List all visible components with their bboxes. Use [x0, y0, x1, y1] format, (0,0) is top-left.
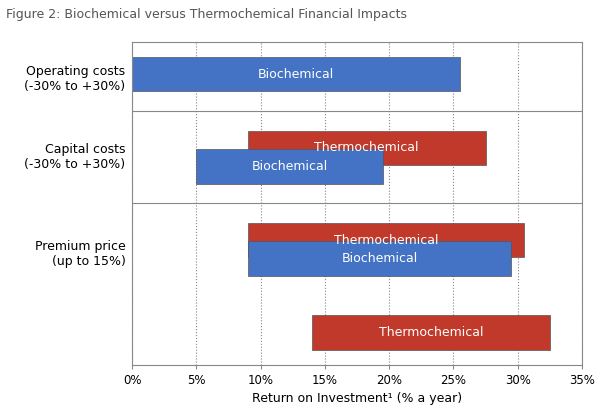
Text: Thermochemical: Thermochemical	[314, 141, 419, 155]
Text: Figure 2: Biochemical versus Thermochemical Financial Impacts: Figure 2: Biochemical versus Thermochemi…	[6, 8, 407, 21]
Bar	[248, 223, 524, 257]
Text: Biochemical: Biochemical	[258, 67, 334, 81]
X-axis label: Return on Investment¹ (% a year): Return on Investment¹ (% a year)	[252, 392, 462, 405]
Text: Operating costs
(-30% to +30%): Operating costs (-30% to +30%)	[25, 65, 125, 93]
Text: Premium price
(up to 15%): Premium price (up to 15%)	[35, 240, 125, 268]
Bar	[248, 131, 485, 165]
Text: Thermochemical: Thermochemical	[334, 233, 438, 247]
Text: Biochemical: Biochemical	[251, 160, 328, 173]
Text: Capital costs
(-30% to +30%): Capital costs (-30% to +30%)	[25, 143, 125, 171]
Text: Thermochemical: Thermochemical	[379, 326, 483, 339]
Bar	[196, 149, 383, 184]
Bar	[248, 241, 511, 276]
Bar	[312, 315, 550, 349]
Bar	[132, 57, 460, 91]
Text: Biochemical: Biochemical	[341, 252, 418, 265]
